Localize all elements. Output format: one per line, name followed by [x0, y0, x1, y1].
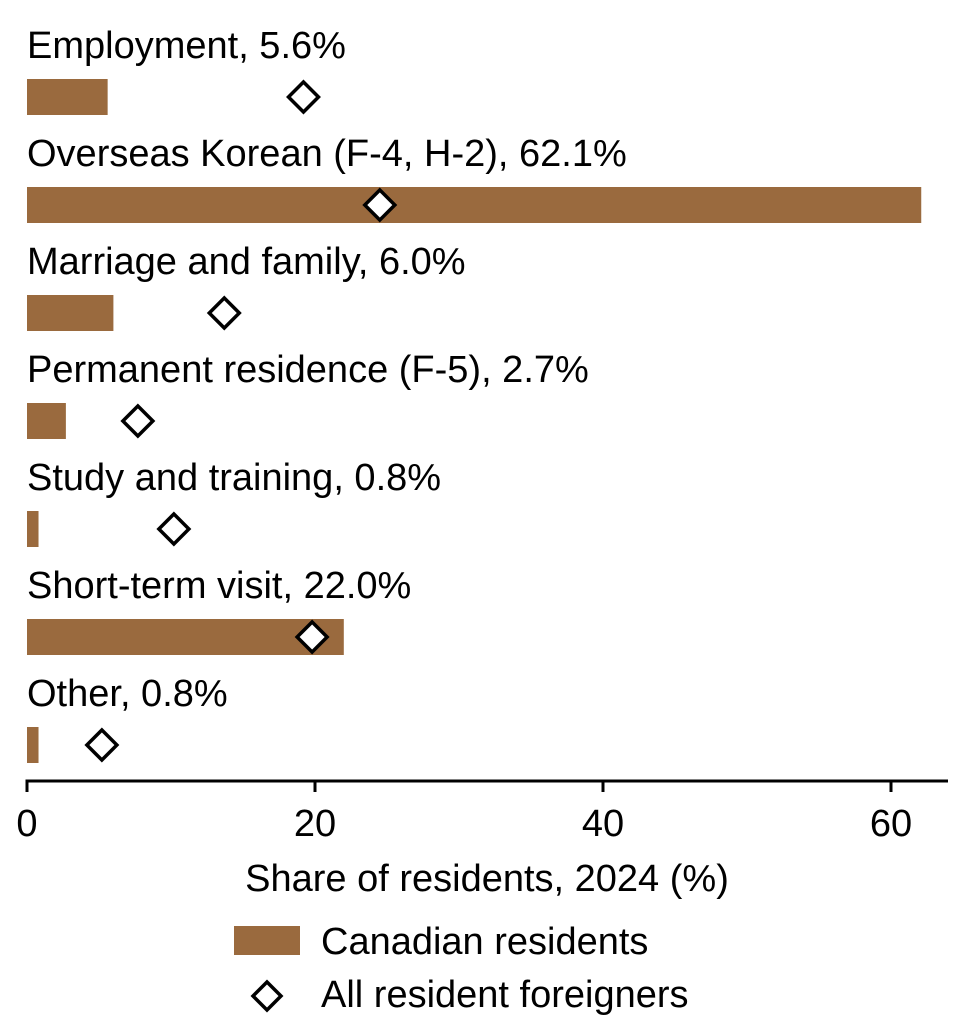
bar-permanent-residence-f-5 [27, 403, 66, 439]
x-tick-label-0: 0 [16, 803, 37, 845]
legend-label-canadian-residents: Canadian residents [321, 921, 648, 963]
marker-short-term-visit [294, 619, 330, 655]
marker-study-and-training [156, 511, 192, 547]
legend-label-all-resident-foreigners: All resident foreigners [321, 974, 689, 1016]
markers-all-resident-foreigners [84, 79, 398, 763]
bar-other [27, 727, 39, 763]
marker-overseas-korean-f-4-h-2 [362, 187, 398, 223]
legend-swatch-diamond [250, 979, 284, 1013]
bar-overseas-korean-f-4-h-2 [27, 187, 922, 223]
bar-marriage-and-family [27, 295, 114, 331]
bar-study-and-training [27, 511, 39, 547]
category-label-study-and-training: Study and training, 0.8% [27, 457, 441, 499]
category-label-permanent-residence-f-5: Permanent residence (F-5), 2.7% [27, 349, 589, 391]
legend: Canadian residents All resident foreigne… [234, 921, 689, 1016]
marker-permanent-residence-f-5 [120, 403, 156, 439]
category-label-short-term-visit: Short-term visit, 22.0% [27, 565, 411, 607]
x-tick-label-20: 20 [294, 803, 336, 845]
category-labels: Employment, 5.6% Overseas Korean (F-4, H-… [27, 25, 627, 715]
x-axis-ticks: 0 20 40 60 [16, 781, 912, 845]
x-tick-label-40: 40 [582, 803, 624, 845]
x-axis: 0 20 40 60 Share of residents, 2024 (%) [16, 779, 948, 900]
bar-employment [27, 79, 108, 115]
category-label-marriage-and-family: Marriage and family, 6.0% [27, 241, 466, 283]
marker-marriage-and-family [206, 295, 242, 331]
marker-employment [286, 79, 321, 115]
bar-short-term-visit [27, 619, 344, 655]
x-axis-title: Share of residents, 2024 (%) [245, 858, 729, 900]
bars-canadian-residents [27, 79, 922, 763]
legend-swatch-bar [234, 926, 300, 955]
category-label-other: Other, 0.8% [27, 673, 228, 715]
category-label-overseas-korean-f-4-h-2: Overseas Korean (F-4, H-2), 62.1% [27, 133, 627, 175]
category-label-employment: Employment, 5.6% [27, 25, 346, 67]
x-tick-label-60: 60 [870, 803, 912, 845]
marker-other [84, 727, 120, 763]
